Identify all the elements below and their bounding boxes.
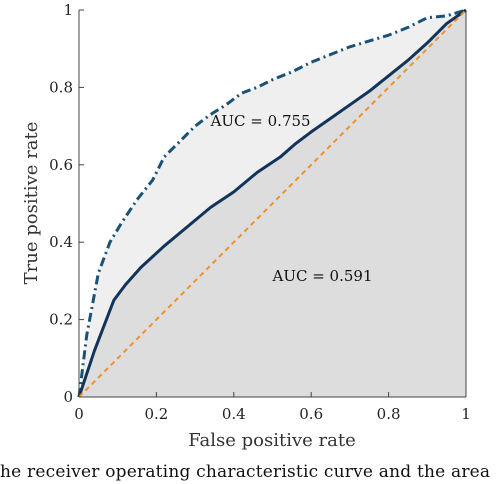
x-tick-label: 0.6 [299, 405, 323, 423]
y-tick-label: 0.2 [49, 311, 73, 329]
series-line-2 [78, 9, 467, 398]
y-tick-label: 0.8 [49, 78, 73, 96]
y-axis-title: True positive rate [21, 122, 42, 285]
auc-annotation-0: AUC = 0.755 [210, 112, 311, 130]
curves [77, 8, 467, 398]
auc-annotation-1: AUC = 0.591 [272, 267, 373, 285]
roc-chart: 0 0.2 0.4 0.6 0.8 1 0 0.2 0.4 0.6 0.8 1 AUC = 0.755… [21, 1, 471, 451]
figure-caption: he receiver operating characteristic cur… [0, 462, 491, 482]
annotations: AUC = 0.755 AUC = 0.591 [210, 112, 373, 285]
x-tick-label: 0.2 [144, 405, 168, 423]
y-tick-label: 1 [63, 1, 73, 19]
axes [78, 10, 467, 398]
y-tick-label: 0.6 [49, 156, 73, 174]
x-tick-label: 0.4 [222, 405, 246, 423]
x-tick-label: 1 [461, 405, 471, 423]
y-tick-label: 0.4 [49, 233, 73, 251]
series-line-0 [77, 8, 467, 398]
x-tick-label: 0 [74, 405, 84, 423]
y-tick-label: 0 [63, 388, 73, 406]
x-tick-label: 0.8 [377, 405, 401, 423]
ticks: 0 0.2 0.4 0.6 0.8 1 0 0.2 0.4 0.6 0.8 1 [49, 1, 471, 423]
series-line-1 [77, 8, 467, 398]
x-axis-title: False positive rate [188, 430, 355, 451]
